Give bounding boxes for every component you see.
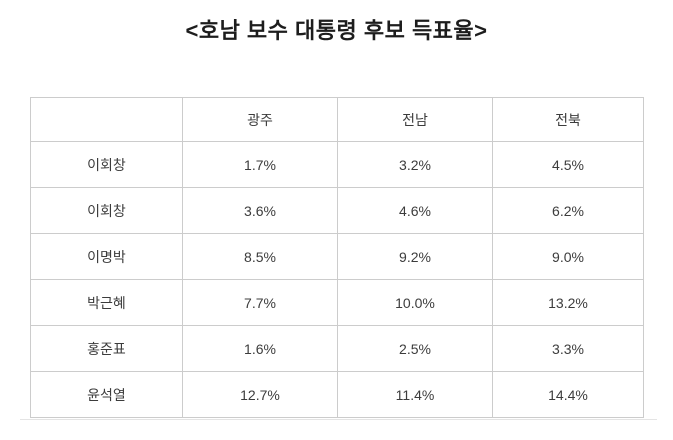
candidate-name-cell: 박근혜 bbox=[30, 279, 183, 326]
table-cell: 4.5% bbox=[492, 141, 644, 188]
candidate-name-cell: 이회창 bbox=[30, 141, 183, 188]
header-row: 광주 전남 전북 bbox=[30, 97, 644, 142]
table-cell: 13.2% bbox=[492, 279, 644, 326]
table-cell: 14.4% bbox=[492, 371, 644, 418]
table-row: 윤석열 12.7% 11.4% 14.4% bbox=[30, 371, 644, 418]
table-row: 이회창 3.6% 4.6% 6.2% bbox=[30, 187, 644, 234]
table-cell: 8.5% bbox=[182, 233, 338, 280]
candidate-name-cell: 이회창 bbox=[30, 187, 183, 234]
table-cell: 2.5% bbox=[337, 325, 493, 372]
table-row: 이명박 8.5% 9.2% 9.0% bbox=[30, 233, 644, 280]
table-cell: 3.6% bbox=[182, 187, 338, 234]
divider bbox=[20, 419, 657, 420]
vote-share-table: 광주 전남 전북 이회창 1.7% 3.2% 4.5% 이회창 3.6% 4.6… bbox=[30, 97, 644, 418]
column-header-empty bbox=[30, 97, 183, 142]
table-cell: 9.0% bbox=[492, 233, 644, 280]
table-cell: 4.6% bbox=[337, 187, 493, 234]
candidate-name-cell: 윤석열 bbox=[30, 371, 183, 418]
column-header-gwangju: 광주 bbox=[182, 97, 338, 142]
table-cell: 1.6% bbox=[182, 325, 338, 372]
table-cell: 1.7% bbox=[182, 141, 338, 188]
column-header-jeonbuk: 전북 bbox=[492, 97, 644, 142]
table-cell: 12.7% bbox=[182, 371, 338, 418]
candidate-name-cell: 이명박 bbox=[30, 233, 183, 280]
table-cell: 3.2% bbox=[337, 141, 493, 188]
table-cell: 6.2% bbox=[492, 187, 644, 234]
table-cell: 7.7% bbox=[182, 279, 338, 326]
table-row: 이회창 1.7% 3.2% 4.5% bbox=[30, 141, 644, 188]
table-row: 박근혜 7.7% 10.0% 13.2% bbox=[30, 279, 644, 326]
table-cell: 11.4% bbox=[337, 371, 493, 418]
table-cell: 10.0% bbox=[337, 279, 493, 326]
table-cell: 3.3% bbox=[492, 325, 644, 372]
column-header-jeonnam: 전남 bbox=[337, 97, 493, 142]
table-cell: 9.2% bbox=[337, 233, 493, 280]
page-title: <호남 보수 대통령 후보 득표율> bbox=[185, 18, 488, 43]
candidate-name-cell: 홍준표 bbox=[30, 325, 183, 372]
vote-share-table-container: 광주 전남 전북 이회창 1.7% 3.2% 4.5% 이회창 3.6% 4.6… bbox=[30, 97, 644, 418]
table-row: 홍준표 1.6% 2.5% 3.3% bbox=[30, 325, 644, 372]
